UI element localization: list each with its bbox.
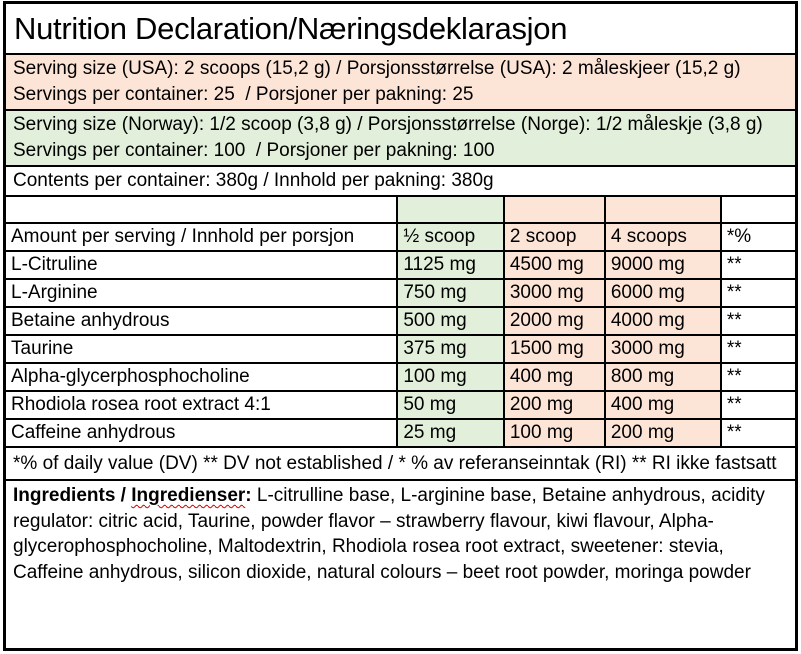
- dosage-table: Amount per serving / Innhold per porsjon…: [4, 196, 797, 447]
- serving-size-usa-line: Serving size (USA): 2 scoops (15,2 g) / …: [13, 58, 741, 79]
- nutrient-name-cell: L-Arginine: [4, 278, 399, 308]
- nutrient-value-cell: 4500 mg: [502, 250, 606, 280]
- nutrient-value-cell: 400 mg: [502, 362, 606, 392]
- nutrient-name-cell: L-Citruline: [4, 250, 399, 280]
- nutrient-value-cell: 1125 mg: [396, 250, 505, 280]
- nutrient-row: L-Citruline 1125 mg 4500 mg 9000 mg **: [4, 250, 797, 280]
- spacer-cell: [4, 196, 399, 224]
- nutrient-name-cell: Rhodiola rosea root extract 4:1: [4, 390, 399, 420]
- serving-info-norway: Serving size (Norway): 1/2 scoop (3,8 g)…: [6, 111, 795, 167]
- spacer-cell: [719, 196, 797, 224]
- nutrient-value-cell: 100 mg: [502, 418, 606, 447]
- serving-info-usa: Serving size (USA): 2 scoops (15,2 g) / …: [6, 55, 795, 111]
- nutrient-value-cell: 9000 mg: [603, 250, 722, 280]
- nutrient-row: L-Arginine 750 mg 3000 mg 6000 mg **: [4, 278, 797, 308]
- nutrient-value-cell: **: [719, 418, 797, 447]
- servings-per-container-usa-line: Servings per container: 25 / Porsjoner p…: [13, 84, 474, 105]
- nutrient-row: Rhodiola rosea root extract 4:1 50 mg 200 …: [4, 390, 797, 420]
- nutrient-value-cell: **: [719, 278, 797, 308]
- header-four-scoops: 4 scoops: [603, 222, 722, 252]
- nutrient-value-cell: 375 mg: [396, 334, 505, 364]
- nutrient-value-cell: 6000 mg: [603, 278, 722, 308]
- contents-line: Contents per container: 380g / Innhold p…: [13, 170, 494, 191]
- page-title: Nutrition Declaration/Næringsdeklarasjon: [6, 4, 795, 55]
- nutrient-value-cell: 3000 mg: [502, 278, 606, 308]
- nutrient-value-cell: 50 mg: [396, 390, 505, 420]
- nutrient-value-cell: 500 mg: [396, 306, 505, 336]
- nutrient-value-cell: 25 mg: [396, 418, 505, 447]
- ingredients-paragraph: Ingredients / Ingredienser: L-citrulline…: [6, 481, 795, 585]
- ingredients-label-no: Ingredienser: [131, 485, 246, 506]
- nutrient-row: Alpha-glycerphosphocholine 100 mg 400 mg 80…: [4, 362, 797, 392]
- contents-per-container: Contents per container: 380g / Innhold p…: [6, 167, 795, 197]
- daily-value-footnote: *% of daily value (DV) ** DV not establi…: [6, 448, 795, 481]
- nutrient-value-cell: 2000 mg: [502, 306, 606, 336]
- nutrient-value-cell: **: [719, 250, 797, 280]
- header-amount-per-serving: Amount per serving / Innhold per porsjon: [4, 222, 399, 252]
- serving-size-norway-line: Serving size (Norway): 1/2 scoop (3,8 g)…: [13, 114, 763, 135]
- nutrient-value-cell: **: [719, 390, 797, 420]
- nutrient-row: Caffeine anhydrous 25 mg 100 mg 200 mg **: [4, 418, 797, 447]
- nutrient-name-cell: Taurine: [4, 334, 399, 364]
- spacer-cell: [603, 196, 722, 224]
- nutrient-row: Betaine anhydrous 500 mg 2000 mg 4000 mg **: [4, 306, 797, 336]
- nutrient-row: Taurine 375 mg 1500 mg 3000 mg **: [4, 334, 797, 364]
- nutrition-declaration-sheet: Nutrition Declaration/Næringsdeklarasjon…: [3, 1, 798, 651]
- nutrient-value-cell: 200 mg: [603, 418, 722, 447]
- nutrient-value-cell: 3000 mg: [603, 334, 722, 364]
- nutrient-value-cell: 100 mg: [396, 362, 505, 392]
- nutrient-value-cell: **: [719, 334, 797, 364]
- nutrient-value-cell: 4000 mg: [603, 306, 722, 336]
- nutrient-value-cell: 400 mg: [603, 390, 722, 420]
- ingredients-label-en: Ingredients /: [13, 485, 132, 506]
- nutrient-value-cell: **: [719, 362, 797, 392]
- dosage-table-wrap: Amount per serving / Innhold per porsjon…: [4, 196, 797, 448]
- ingredients-label-colon: :: [245, 485, 252, 506]
- spacer-cell: [396, 196, 505, 224]
- table-header-row: Amount per serving / Innhold per porsjon…: [4, 222, 797, 252]
- nutrient-value-cell: **: [719, 306, 797, 336]
- nutrient-value-cell: 200 mg: [502, 390, 606, 420]
- spacer-cell: [502, 196, 606, 224]
- nutrient-value-cell: 800 mg: [603, 362, 722, 392]
- servings-per-container-norway-line: Servings per container: 100 / Porsjoner …: [13, 140, 495, 161]
- nutrient-name-cell: Caffeine anhydrous: [4, 418, 399, 447]
- spacer-row: [4, 196, 797, 224]
- nutrient-name-cell: Alpha-glycerphosphocholine: [4, 362, 399, 392]
- ingredients-list-text: L-citrulline base, L-arginine base, Beta…: [13, 485, 765, 583]
- nutrient-value-cell: 1500 mg: [502, 334, 606, 364]
- header-two-scoop: 2 scoop: [502, 222, 606, 252]
- nutrient-name-cell: Betaine anhydrous: [4, 306, 399, 336]
- header-half-scoop: ½ scoop: [396, 222, 505, 252]
- nutrient-rows: L-Citruline 1125 mg 4500 mg 9000 mg ** L-Argi…: [4, 250, 797, 447]
- header-daily-value-pct: *%: [719, 222, 797, 252]
- nutrient-value-cell: 750 mg: [396, 278, 505, 308]
